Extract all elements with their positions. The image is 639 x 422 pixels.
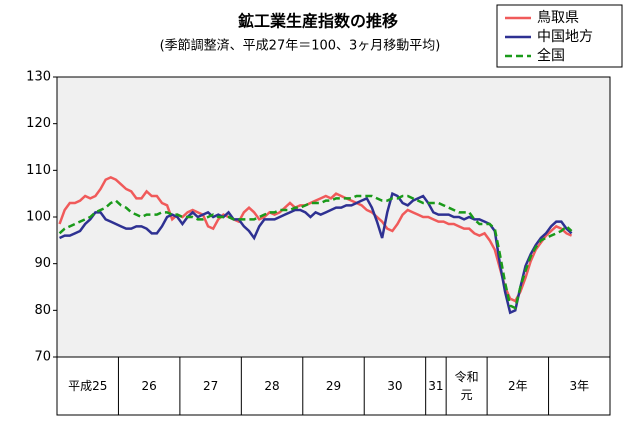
x-group-label: 令和元 bbox=[454, 370, 479, 402]
legend-label: 鳥取県 bbox=[537, 10, 579, 26]
series-line bbox=[58, 175, 573, 303]
y-tick-label: 100 bbox=[26, 210, 51, 225]
x-group-label: 31 bbox=[428, 379, 444, 393]
x-group-label: 29 bbox=[325, 379, 342, 393]
y-tick-label: 90 bbox=[34, 256, 51, 271]
y-tick-label: 70 bbox=[34, 350, 51, 365]
chart-subtitle: (季節調整済、平成27年＝100、3ヶ月移動平均) bbox=[160, 38, 441, 54]
y-tick-label: 110 bbox=[26, 163, 51, 178]
x-group-label: 平成25 bbox=[68, 379, 108, 393]
x-group-label: 27 bbox=[202, 379, 219, 393]
series-line bbox=[58, 194, 573, 310]
x-group-label: 2年 bbox=[508, 379, 528, 393]
x-group-label: 30 bbox=[387, 379, 403, 393]
y-tick-label: 130 bbox=[26, 70, 51, 85]
plot-area bbox=[56, 76, 611, 358]
x-group-label: 26 bbox=[141, 379, 157, 393]
x-group-label: 28 bbox=[264, 379, 280, 393]
legend-label: 中国地方 bbox=[537, 29, 593, 45]
chart-title: 鉱工業生産指数の推移 bbox=[238, 12, 398, 31]
y-tick-label: 120 bbox=[26, 116, 51, 131]
y-tick-label: 80 bbox=[34, 303, 51, 318]
x-group-label: 3年 bbox=[569, 379, 590, 393]
legend-label: 全国 bbox=[537, 47, 565, 64]
series-line bbox=[59, 191, 573, 315]
